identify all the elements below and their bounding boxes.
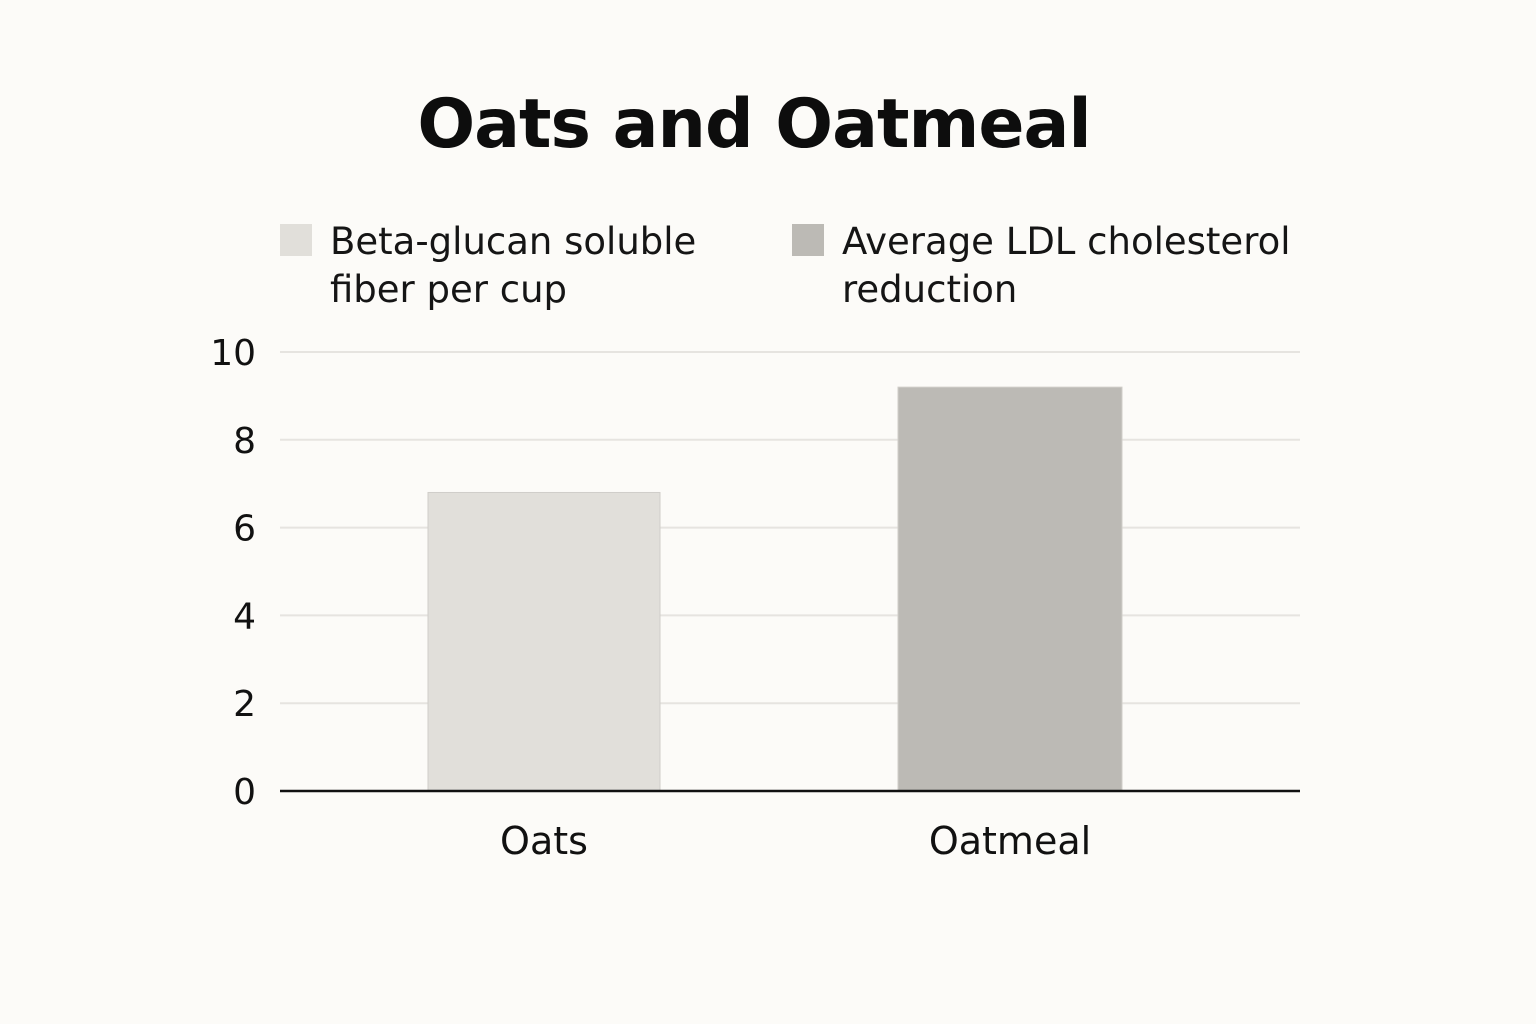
legend-label-beta-glucan: Beta-glucan soluble fiber per cup	[330, 220, 697, 311]
chart-title: Oats and Oatmeal	[417, 85, 1091, 164]
x-tick-label-oats: Oats	[500, 819, 588, 863]
legend-swatch-ldl-reduction	[792, 224, 824, 256]
y-tick-label-0: 0	[233, 772, 256, 813]
bar-oats	[427, 491, 661, 792]
bar-layer	[427, 386, 1123, 792]
y-tick-label-2: 2	[233, 684, 256, 725]
x-tick-label-oatmeal: Oatmeal	[929, 819, 1091, 863]
legend-item-ldl-reduction: Average LDL cholesterol reduction	[792, 218, 1312, 314]
y-tick-label-4: 4	[233, 596, 256, 637]
y-tick-label-8: 8	[233, 421, 256, 462]
label-layer: 0 2 4 6 8 10 Oats Oatmeal	[210, 333, 1091, 863]
legend-label-ldl-reduction: Average LDL cholesterol reduction	[842, 220, 1291, 311]
y-tick-label-10: 10	[210, 333, 256, 374]
legend-item-beta-glucan: Beta-glucan soluble fiber per cup	[280, 218, 730, 314]
y-tick-label-6: 6	[233, 509, 256, 550]
legend-swatch-beta-glucan	[280, 224, 312, 256]
bar-oatmeal	[897, 386, 1123, 792]
